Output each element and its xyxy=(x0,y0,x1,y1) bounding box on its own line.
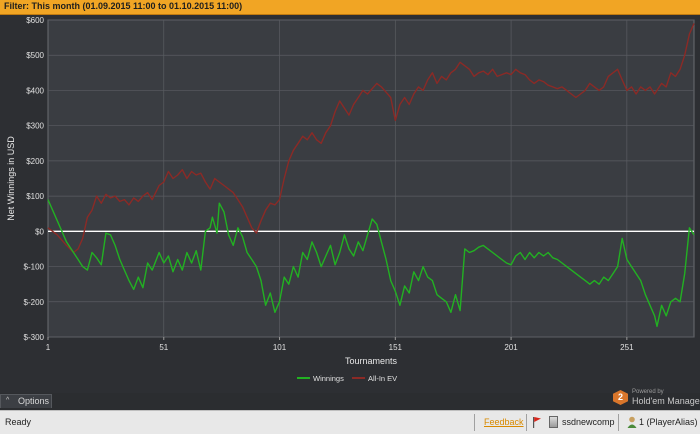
legend-allin-ev-label: All-In EV xyxy=(368,374,397,383)
x-tick-label: 151 xyxy=(389,343,403,352)
status-ready: Ready xyxy=(5,417,32,427)
brand-powered-by: Powered by xyxy=(632,389,664,395)
y-tick-label: $400 xyxy=(26,86,44,95)
net-winnings-chart: $600 $500 $400 $300 $200 $100 $0 $-100 $-200 $-30… xyxy=(6,16,695,383)
options-label: Options xyxy=(18,396,50,406)
player-alias[interactable]: 1 (PlayerAlias) xyxy=(639,417,698,427)
y-tick-label: $-100 xyxy=(24,263,45,272)
database-name[interactable]: ssdnewcomp xyxy=(562,417,615,427)
filter-label: Filter: This month (01.09.2015 11:00 to … xyxy=(4,1,243,11)
chevron-up-icon: ^ xyxy=(6,397,10,404)
chart-area: $600 $500 $400 $300 $200 $100 $0 $-100 $-200 $-30… xyxy=(0,15,700,393)
y-tick-label: $0 xyxy=(35,227,44,236)
plot-background xyxy=(47,19,695,338)
brand-logo-icon: 2 xyxy=(613,390,628,405)
status-separator xyxy=(474,414,475,431)
x-tick-label: 101 xyxy=(273,343,287,352)
database-icon xyxy=(549,416,558,428)
allin-ev-line xyxy=(47,23,695,254)
y-tick-label: $500 xyxy=(26,51,44,60)
x-tick-label: 1 xyxy=(46,343,51,352)
y-axis-label: Net Winnings in USD xyxy=(6,136,16,221)
x-axis-label: Tournaments xyxy=(345,356,398,366)
filter-bar[interactable]: Filter: This month (01.09.2015 11:00 to … xyxy=(0,0,700,15)
x-tick-label: 201 xyxy=(504,343,518,352)
flag-icon[interactable] xyxy=(532,416,542,428)
y-tick-label: $-200 xyxy=(24,298,45,307)
y-tick-label: $-300 xyxy=(24,333,45,342)
status-separator xyxy=(618,414,619,431)
y-tick-label: $100 xyxy=(26,192,44,201)
status-separator xyxy=(526,414,527,431)
y-tick-label: $300 xyxy=(26,122,44,131)
brand: 2 Powered by Hold'em Manager xyxy=(613,388,700,410)
winnings-line xyxy=(47,199,695,328)
options-button[interactable]: ^ Options xyxy=(0,394,52,408)
status-bar: Ready Feedback ssdnewcomp 1 (PlayerAlias… xyxy=(0,410,700,434)
y-tick-label: $600 xyxy=(26,16,44,25)
x-tick-label: 51 xyxy=(159,343,168,352)
x-tick-label: 251 xyxy=(620,343,634,352)
player-icon xyxy=(627,416,637,428)
brand-name: Hold'em Manager xyxy=(632,396,700,406)
feedback-link[interactable]: Feedback xyxy=(484,417,524,427)
y-tick-label: $200 xyxy=(26,157,44,166)
legend-winnings-label: Winnings xyxy=(313,374,344,383)
